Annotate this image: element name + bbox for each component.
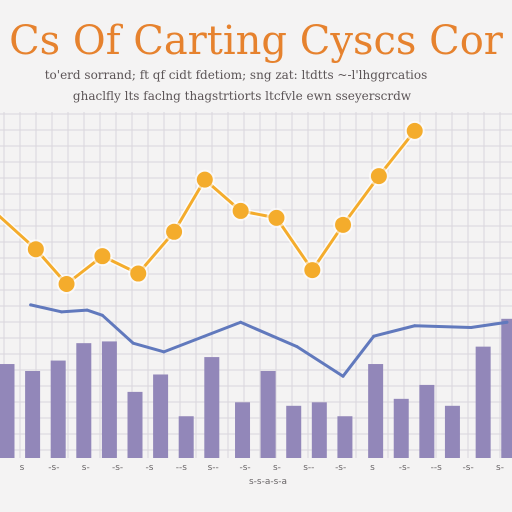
x-tick-label: s	[370, 463, 375, 473]
x-tick-label: s-	[496, 463, 504, 473]
chart-subtitle-line-2: ghaclfly lts faclng thagstrtiorts ltcfvl…	[73, 89, 412, 103]
x-tick-label: -s-	[399, 463, 410, 473]
blue-line-point	[413, 324, 417, 328]
bar	[101, 341, 117, 458]
x-tick-label: -s-	[463, 463, 474, 473]
bar	[76, 343, 92, 458]
x-tick-label: s--	[303, 463, 314, 473]
blue-line-point	[372, 334, 376, 338]
blue-line-point	[131, 341, 135, 345]
blue-line-point	[100, 313, 104, 317]
bar	[475, 346, 491, 458]
blue-line-point	[469, 326, 473, 329]
bar	[127, 391, 143, 458]
bar	[50, 360, 66, 458]
orange-marker	[304, 262, 321, 279]
bar	[178, 416, 194, 458]
blue-line-point	[29, 303, 33, 307]
bar	[501, 318, 512, 458]
bar-series	[0, 318, 512, 458]
bar	[235, 402, 251, 458]
x-tick-label: -s-	[335, 463, 346, 473]
orange-marker	[166, 223, 183, 240]
blue-line-point	[341, 374, 345, 378]
bar	[204, 357, 220, 458]
blue-line-point	[85, 308, 89, 312]
x-tick-label: s-	[273, 463, 281, 473]
blue-line-point	[59, 310, 63, 314]
bar	[368, 364, 384, 458]
bar	[0, 364, 15, 458]
x-tick-label: --s	[176, 463, 187, 473]
x-tick-label: s-	[82, 463, 90, 473]
orange-marker	[406, 122, 423, 139]
blue-line-point	[162, 350, 166, 354]
blue-line-series	[29, 303, 509, 378]
chart-title: Cs Of Carting Cyscs Cor	[9, 18, 504, 64]
orange-marker	[27, 241, 44, 258]
orange-line-series	[0, 120, 425, 294]
orange-marker	[58, 276, 75, 292]
bar	[153, 374, 169, 458]
orange-line-halo	[0, 129, 418, 287]
x-tick-label: -s	[145, 463, 153, 473]
x-tick-label: -s-	[112, 463, 123, 473]
orange-marker	[335, 216, 352, 233]
bar	[337, 416, 353, 458]
bar	[393, 398, 409, 458]
bar	[419, 384, 435, 458]
orange-marker	[130, 265, 147, 282]
bar	[286, 405, 302, 458]
bar	[25, 371, 41, 458]
x-tick-label: -s-	[239, 463, 250, 473]
x-tick-label: s--	[208, 463, 219, 473]
x-tick-label: --s	[431, 463, 442, 473]
orange-marker	[196, 171, 213, 188]
blue-line-point	[505, 320, 509, 324]
chart-subtitle-line-1: to'erd sorrand; ft qf cidt fdetiom; sng …	[45, 68, 428, 82]
bar	[260, 371, 276, 458]
bar	[444, 405, 460, 458]
orange-marker	[232, 202, 249, 219]
orange-marker	[268, 209, 285, 226]
x-tick-label: -s-	[48, 463, 59, 473]
blue-line-point	[295, 345, 299, 349]
x-axis-label: s-s-a-s-a	[249, 477, 287, 487]
orange-marker	[94, 248, 111, 265]
bar	[311, 402, 327, 458]
x-tick-label: s	[20, 463, 25, 473]
blue-line-point	[239, 320, 243, 324]
x-tick-labels: s -s-s- -s- -s --s s-- -s-s-s-- -s-s -s- --s -s-s-	[20, 463, 504, 473]
orange-marker	[370, 168, 387, 185]
